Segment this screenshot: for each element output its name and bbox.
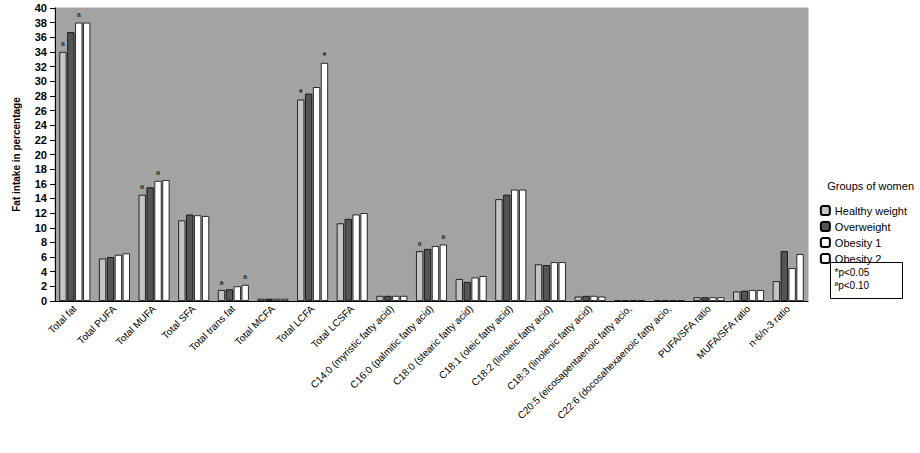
svg-text:6: 6 <box>41 251 47 263</box>
svg-text:C18:3 (linolenic fatty acid): C18:3 (linolenic fatty acid) <box>504 303 594 393</box>
svg-text:2: 2 <box>41 280 47 292</box>
svg-text:Total MUFA: Total MUFA <box>114 303 159 348</box>
svg-text:PUFA/SFA ratio: PUFA/SFA ratio <box>656 303 713 360</box>
svg-text:12: 12 <box>35 207 47 219</box>
svg-text:ª: ª <box>156 169 160 180</box>
svg-text:Healthy weight: Healthy weight <box>835 205 907 217</box>
svg-text:32: 32 <box>35 61 47 73</box>
svg-text:Total SFA: Total SFA <box>160 303 198 341</box>
svg-text:22: 22 <box>35 134 47 146</box>
svg-text:14: 14 <box>35 192 48 204</box>
svg-text:20: 20 <box>35 149 47 161</box>
svg-text:36: 36 <box>35 31 47 43</box>
svg-text:30: 30 <box>35 75 47 87</box>
svg-text:n-6/n-3 ratio: n-6/n-3 ratio <box>746 303 792 349</box>
svg-text:ª: ª <box>77 11 81 22</box>
svg-text:Total LCSFA: Total LCSFA <box>309 303 357 351</box>
svg-text:Total trans fat: Total trans fat <box>187 303 237 353</box>
svg-text:ª: ª <box>243 273 247 284</box>
svg-text:18: 18 <box>35 163 47 175</box>
svg-text:ª: ª <box>140 183 144 194</box>
svg-text:C18:0 (stearic fatty acid): C18:0 (stearic fatty acid) <box>391 303 475 387</box>
svg-text:*: * <box>323 51 327 62</box>
svg-text:Total fat: Total fat <box>46 303 79 336</box>
svg-text:34: 34 <box>35 46 48 58</box>
svg-text:C20:5 (eicosapentaenoic fatty: C20:5 (eicosapentaenoic fatty acio, <box>515 303 634 422</box>
svg-text:26: 26 <box>35 105 47 117</box>
svg-text:ª: ª <box>61 40 65 51</box>
svg-text:4: 4 <box>41 266 48 278</box>
svg-text:8: 8 <box>41 236 47 248</box>
svg-text:Overweight: Overweight <box>835 221 891 233</box>
svg-text:Total MCFA: Total MCFA <box>233 303 278 348</box>
svg-text:C16:0 (palmitic fatty acid): C16:0 (palmitic fatty acid) <box>348 303 436 391</box>
svg-text:Total PUFA: Total PUFA <box>75 303 118 346</box>
svg-text:*p<0.05: *p<0.05 <box>835 267 870 278</box>
svg-text:ª: ª <box>418 240 422 251</box>
svg-text:ªp<0.10: ªp<0.10 <box>835 280 870 291</box>
svg-text:Fat intake in percentage: Fat intake in percentage <box>11 97 22 212</box>
svg-text:C14:0 (myristic fatty acid): C14:0 (myristic fatty acid) <box>308 303 396 391</box>
svg-text:0: 0 <box>41 295 47 307</box>
svg-text:Obesity 1: Obesity 1 <box>835 237 881 249</box>
svg-text:38: 38 <box>35 17 47 29</box>
svg-text:10: 10 <box>35 222 47 234</box>
svg-text:ª: ª <box>220 279 224 290</box>
svg-text:C18:2 (linoleic fatty acid): C18:2 (linoleic fatty acid) <box>469 303 554 388</box>
svg-text:28: 28 <box>35 90 47 102</box>
svg-text:Groups of women: Groups of women <box>827 180 914 192</box>
svg-text:16: 16 <box>35 178 47 190</box>
svg-text:Obesity 2: Obesity 2 <box>835 253 881 265</box>
svg-text:ª: ª <box>442 233 446 244</box>
svg-text:24: 24 <box>35 119 48 131</box>
svg-text:Total LCFA: Total LCFA <box>274 303 317 346</box>
svg-text:C18:1 (oleic fatty acid): C18:1 (oleic fatty acid) <box>437 303 515 381</box>
svg-text:C22:6 (docosahexaenoic fatty a: C22:6 (docosahexaenoic fatty acio, <box>555 303 673 421</box>
svg-text:40: 40 <box>35 2 47 14</box>
svg-text:MUFA/SFA ratio: MUFA/SFA ratio <box>694 303 752 361</box>
svg-text:*: * <box>299 88 303 99</box>
